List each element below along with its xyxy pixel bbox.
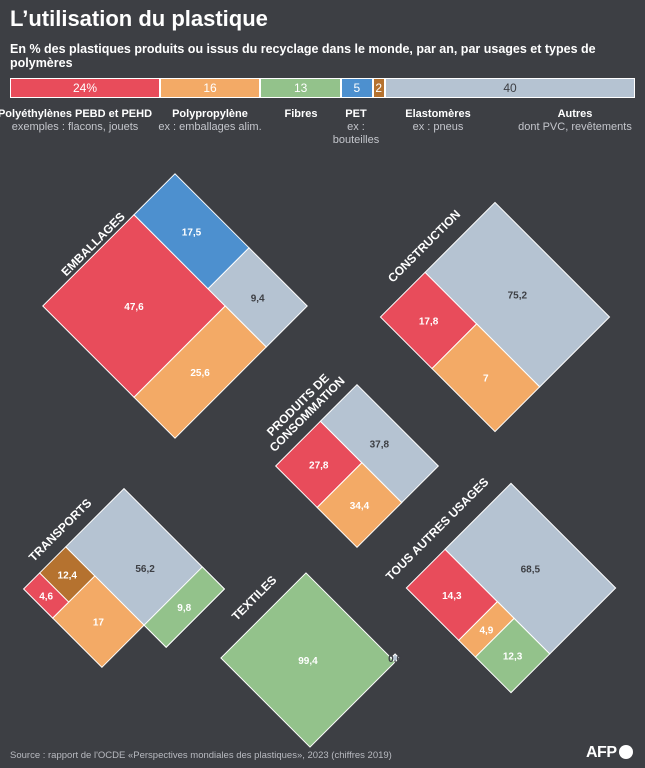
legend-name-pe: Polyéthylènes PEBD et PEHD — [0, 108, 153, 120]
source-note: Source : rapport de l'OCDE «Perspectives… — [10, 750, 392, 761]
chart-subtitle: En % des plastiques produits ou issus du… — [10, 42, 596, 70]
cell-value-label: 4,9 — [479, 625, 493, 636]
cell-value-label: 75,2 — [508, 291, 528, 302]
cell-pp — [316, 462, 403, 549]
cell-value-label: 12,4 — [58, 570, 78, 581]
cell-value-label: 68,5 — [521, 565, 541, 576]
cell-value-label: 17 — [93, 618, 105, 629]
cell-value-label: 47,6 — [124, 302, 144, 313]
legend-note-autres: dont PVC, revêtements — [518, 121, 632, 133]
bar-segment-pet: 5 — [341, 78, 373, 98]
cell-value-label: 12,3 — [503, 652, 523, 663]
cell-value-label: 34,4 — [350, 501, 370, 512]
cell-value-label: 9,4 — [251, 293, 265, 304]
cell-pp — [133, 305, 267, 439]
bar-segment-fibres: 13 — [260, 78, 342, 98]
cell-value-label: 17,8 — [419, 316, 439, 327]
cell-value-label: 9,8 — [177, 603, 191, 614]
cell-value-label: 56,2 — [135, 564, 155, 575]
legend-name-pet: PET — [345, 108, 367, 120]
cell-value-label: 99,4 — [298, 656, 318, 667]
legend-note-elast: ex : pneus — [412, 121, 464, 133]
bar-segment-elast: 2 — [372, 78, 385, 98]
polymer-share-bar: 24% 16 13 5 2 40 — [10, 78, 635, 100]
bar-segment-autres: 40 — [385, 78, 635, 98]
legend-item-pe: Polyéthylènes PEBD et PEHD exemples : fla… — [0, 108, 175, 134]
cell-value-label: 0,6 — [388, 654, 402, 665]
legend-note-pet: ex : bouteilles — [332, 121, 380, 146]
cell-value-label: 14,3 — [442, 591, 462, 602]
bar-segment-pp: 16 — [160, 78, 260, 98]
cell-value-label: 37,8 — [370, 440, 390, 451]
cell-value-label: 25,6 — [190, 368, 210, 379]
legend-note-pe: exemples : flacons, jouets — [11, 121, 139, 133]
legend-name-elast: Elastomères — [405, 108, 471, 120]
afp-logo: AFP — [586, 744, 633, 762]
legend-item-elast: Elastomères ex : pneus — [398, 108, 478, 134]
legend-item-pet: PET ex : bouteilles — [324, 108, 388, 147]
cell-autres — [390, 653, 400, 663]
legend-note-pp: ex : emballages alim. — [158, 121, 262, 133]
legend-name-pp: Polypropylène — [172, 108, 248, 120]
cell-value-label: 7 — [483, 374, 489, 385]
cell-value-label: 27,8 — [309, 460, 329, 471]
legend-item-autres: Autres dont PVC, revêtements — [515, 108, 635, 134]
cell-value-label: 4,6 — [39, 592, 53, 603]
legend-name-autres: Autres — [557, 108, 593, 120]
cell-pp — [431, 323, 541, 433]
legend-item-pp: Polypropylène ex : emballages alim. — [150, 108, 270, 134]
cell-fibres — [143, 566, 226, 648]
cell-value-label: 17,5 — [182, 227, 202, 238]
legend-item-fibres: Fibres — [276, 108, 326, 121]
cell-fibres — [474, 617, 551, 694]
legend-name-fibres: Fibres — [284, 108, 318, 120]
bar-segment-pe: 24% — [10, 78, 160, 98]
chart-title: L’utilisation du plastique — [10, 6, 268, 31]
